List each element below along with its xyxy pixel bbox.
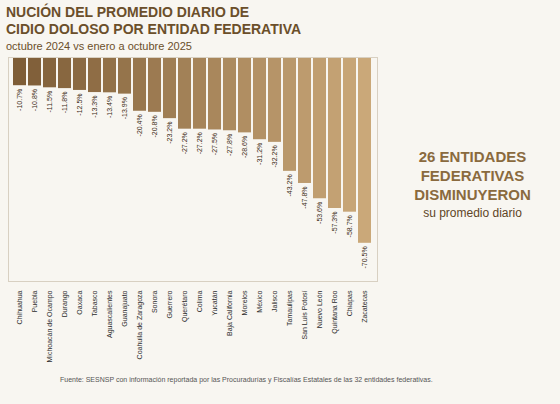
svg-text:-27.5%: -27.5%	[211, 133, 218, 155]
svg-text:Aguascalientes: Aguascalientes	[106, 290, 114, 338]
svg-text:Quintana Roo: Quintana Roo	[331, 290, 339, 333]
svg-text:Chihuahua: Chihuahua	[16, 290, 23, 324]
svg-text:Chiapas: Chiapas	[346, 290, 354, 316]
svg-text:-53.6%: -53.6%	[316, 202, 323, 224]
html-text:su promedio diario: su promedio diario	[423, 205, 522, 220]
svg-text:-70.5%: -70.5%	[361, 246, 368, 268]
svg-text:Jalisco: Jalisco	[271, 290, 278, 312]
svg-text:Durango: Durango	[61, 290, 69, 317]
svg-text:Nuevo León: Nuevo León	[316, 290, 323, 328]
svg-text:México: México	[256, 290, 263, 312]
svg-text:Querétaro: Querétaro	[181, 290, 189, 322]
svg-text:Guerrero: Guerrero	[166, 290, 173, 318]
svg-text:-11.5%: -11.5%	[46, 91, 53, 113]
html-text:26 ENTIDADES FEDERATIVAS DISMI: 26 ENTIDADES FEDERATIVAS DISMINUYERON	[414, 147, 531, 203]
svg-text:-10.8%: -10.8%	[31, 89, 38, 111]
svg-text:-27.2%: -27.2%	[181, 132, 188, 154]
html-text:Fuente: SESNSP con información: Fuente: SESNSP con información reportada…	[60, 376, 433, 383]
svg-text:-27.2%: -27.2%	[196, 132, 203, 154]
html-text:octubre 2024 vs enero a octubr: octubre 2024 vs enero a octubre 2025	[6, 40, 192, 52]
svg-text:-57.3%: -57.3%	[331, 212, 338, 234]
svg-text:-47.8%: -47.8%	[301, 186, 308, 208]
svg-text:Colima: Colima	[196, 290, 203, 312]
html-text:NUCIÓN DEL PROMEDIO DIARIO DE: NUCIÓN DEL PROMEDIO DIARIO DE CIDIO DOLO…	[6, 4, 301, 37]
svg-text:-28.6%: -28.6%	[241, 136, 248, 158]
svg-text:-20.4%: -20.4%	[136, 114, 143, 136]
svg-text:Oaxaca: Oaxaca	[76, 290, 83, 314]
svg-text:Tamaulipas: Tamaulipas	[286, 290, 294, 326]
svg-text:-20.8%: -20.8%	[151, 115, 158, 137]
svg-text:Zacatecas: Zacatecas	[361, 290, 368, 323]
svg-text:-27.8%: -27.8%	[226, 134, 233, 156]
svg-text:Coahuila de Zaragoza: Coahuila de Zaragoza	[136, 290, 144, 359]
svg-text:-10.7%: -10.7%	[16, 89, 23, 111]
svg-text:-13.3%: -13.3%	[91, 96, 98, 118]
svg-text:Guanajuato: Guanajuato	[121, 290, 129, 326]
svg-text:Tabasco: Tabasco	[91, 290, 98, 316]
svg-text:San Luis Potosí: San Luis Potosí	[301, 290, 308, 339]
svg-text:-58.7%: -58.7%	[346, 215, 353, 237]
svg-text:-23.2%: -23.2%	[166, 122, 173, 144]
svg-text:Sonora: Sonora	[151, 290, 158, 313]
svg-text:-43.2%: -43.2%	[286, 174, 293, 196]
svg-text:-32.2%: -32.2%	[271, 145, 278, 167]
svg-text:Michoacán de Ocampo: Michoacán de Ocampo	[46, 290, 54, 362]
svg-text:-13.4%: -13.4%	[106, 96, 113, 118]
svg-text:Yucatán: Yucatán	[211, 290, 218, 315]
svg-text:-11.8%: -11.8%	[61, 92, 68, 114]
svg-text:-31.2%: -31.2%	[256, 143, 263, 165]
svg-text:-13.9%: -13.9%	[121, 97, 128, 119]
svg-text:Morelos: Morelos	[241, 290, 248, 315]
svg-text:Baja California: Baja California	[226, 290, 234, 336]
svg-text:-12.5%: -12.5%	[76, 93, 83, 115]
svg-text:Puebla: Puebla	[31, 290, 38, 312]
